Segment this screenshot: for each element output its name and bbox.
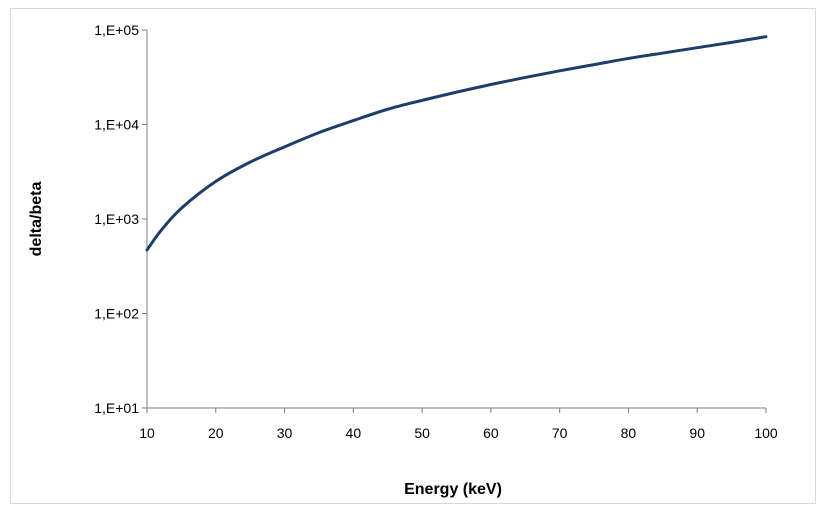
x-tick-label: 60: [483, 425, 499, 441]
x-tick-label: 40: [346, 425, 362, 441]
y-tick-label: 1,E+01: [94, 400, 139, 416]
x-tick-label: 80: [621, 425, 637, 441]
x-tick-label: 30: [277, 425, 293, 441]
x-tick-label: 90: [689, 425, 705, 441]
chart-frame: [10, 8, 816, 504]
y-ticks: 1,E+01 1,E+02 1,E+03 1,E+04 1,E+05: [94, 22, 147, 416]
x-tick-label: 100: [754, 425, 778, 441]
x-axis-title: Energy (keV): [404, 481, 502, 498]
series-line: [145, 35, 768, 252]
x-tick-label: 10: [139, 425, 155, 441]
y-tick-label: 1,E+02: [94, 306, 139, 322]
axes: [146, 30, 766, 409]
y-tick-label: 1,E+05: [94, 22, 139, 38]
x-tick-label: 70: [552, 425, 568, 441]
x-tick-label: 50: [414, 425, 430, 441]
y-tick-label: 1,E+04: [94, 117, 139, 133]
y-axis-title: delta/beta: [28, 182, 45, 257]
x-ticks: 10 20 30 40 50 60 70 80 90 100: [139, 408, 778, 441]
y-tick-label: 1,E+03: [94, 211, 139, 227]
x-tick-label: 20: [208, 425, 224, 441]
